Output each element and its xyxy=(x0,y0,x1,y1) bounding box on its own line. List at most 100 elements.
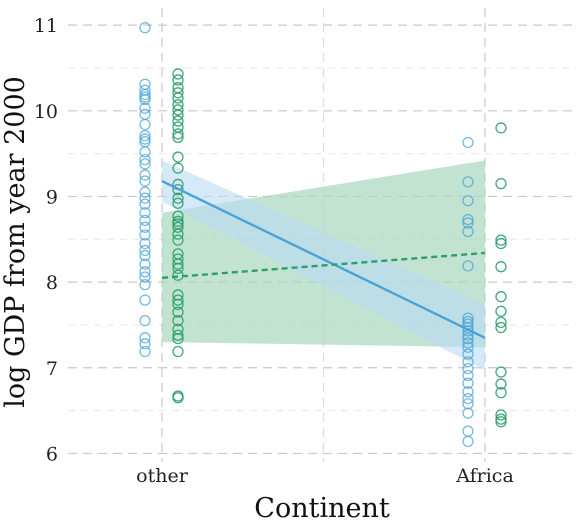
green-point xyxy=(172,115,184,127)
blue-point xyxy=(139,146,151,158)
green-point xyxy=(495,416,507,428)
x-axis-title: Continent xyxy=(254,493,390,524)
blue-point xyxy=(139,221,151,233)
green-point xyxy=(172,183,184,196)
blue-point xyxy=(462,377,474,389)
green-point xyxy=(495,237,507,250)
blue-point xyxy=(139,22,151,34)
blue-fit-line xyxy=(161,179,486,339)
blue-point xyxy=(462,425,474,437)
blue-point xyxy=(462,362,474,375)
blue-point xyxy=(139,244,151,257)
green-point xyxy=(495,122,507,134)
blue-point xyxy=(462,356,474,368)
blue-point xyxy=(139,214,151,227)
green-point xyxy=(495,366,507,378)
blue-point xyxy=(462,332,474,345)
blue-point xyxy=(462,136,474,149)
green-point xyxy=(172,262,184,275)
green-point xyxy=(172,87,184,99)
y-tick-labels: 6 7 8 9 10 11 xyxy=(34,15,58,465)
green-point xyxy=(172,329,184,341)
blue-point xyxy=(139,118,151,131)
green-point xyxy=(172,210,184,222)
blue-point xyxy=(139,258,151,270)
green-point xyxy=(495,321,507,334)
y-tick-label: 10 xyxy=(34,101,58,123)
green-point xyxy=(172,92,184,104)
green-point xyxy=(172,258,184,270)
green-point xyxy=(172,197,184,209)
green-point xyxy=(495,261,507,273)
fit-lines xyxy=(161,179,486,339)
blue-point xyxy=(462,386,474,398)
green-point xyxy=(172,131,184,143)
green-point xyxy=(172,221,184,233)
blue-point xyxy=(139,102,151,114)
green-point xyxy=(495,234,507,246)
blue-point xyxy=(139,279,151,291)
y-tick-label: 9 xyxy=(46,186,58,208)
blue-point xyxy=(139,94,151,106)
blue-point xyxy=(462,337,474,349)
y-tick-label: 6 xyxy=(46,443,58,465)
data-points xyxy=(139,22,507,448)
green-point xyxy=(172,109,184,121)
x-tick-labels: other Africa xyxy=(136,465,514,487)
blue-point xyxy=(139,271,151,283)
blue-point xyxy=(139,266,151,278)
green-point xyxy=(172,68,184,80)
green-point xyxy=(495,305,507,317)
green-point xyxy=(172,234,184,246)
blue-point xyxy=(139,153,151,166)
blue-point xyxy=(462,260,474,272)
blue-point xyxy=(139,237,151,250)
green-point xyxy=(172,315,184,327)
blue-point xyxy=(139,338,151,350)
blue-point xyxy=(139,186,151,198)
blue-point xyxy=(139,78,151,90)
blue-point xyxy=(139,169,151,181)
blue-point xyxy=(462,369,474,382)
blue-point xyxy=(139,229,151,241)
green-point xyxy=(172,332,184,345)
green-point xyxy=(172,392,184,404)
y-tick-label: 11 xyxy=(34,15,58,37)
blue-point xyxy=(139,91,151,103)
blue-point xyxy=(139,294,151,306)
blue-point xyxy=(462,407,474,419)
blue-point xyxy=(462,392,474,405)
green-point xyxy=(495,386,507,399)
green-point xyxy=(495,378,507,390)
blue-point xyxy=(139,315,151,327)
blue-point xyxy=(462,435,474,448)
green-point xyxy=(172,306,184,318)
green-point xyxy=(172,74,184,86)
green-point xyxy=(172,128,184,140)
blue-point xyxy=(462,225,474,238)
green-point xyxy=(495,316,507,329)
y-tick-label: 8 xyxy=(46,272,58,294)
blue-point xyxy=(462,213,474,226)
green-point xyxy=(495,291,507,303)
y-axis-title: log GDP from year 2000 xyxy=(0,76,31,408)
blue-point xyxy=(139,135,151,148)
blue-point xyxy=(462,348,474,360)
blue-point xyxy=(139,332,151,344)
green-fit-line xyxy=(161,251,486,280)
green-point xyxy=(172,151,184,163)
blue-point xyxy=(462,341,474,353)
green-point xyxy=(172,294,184,306)
x-tick-label: Africa xyxy=(455,465,514,487)
blue-point xyxy=(139,345,151,358)
blue-point xyxy=(139,129,151,142)
blue-point xyxy=(462,217,474,229)
green-point xyxy=(495,177,507,190)
blue-point xyxy=(139,192,151,204)
green-point xyxy=(172,104,184,116)
blue-point xyxy=(462,195,474,207)
blue-point xyxy=(139,175,151,187)
x-tick-label: other xyxy=(136,465,189,487)
green-point xyxy=(172,345,184,358)
